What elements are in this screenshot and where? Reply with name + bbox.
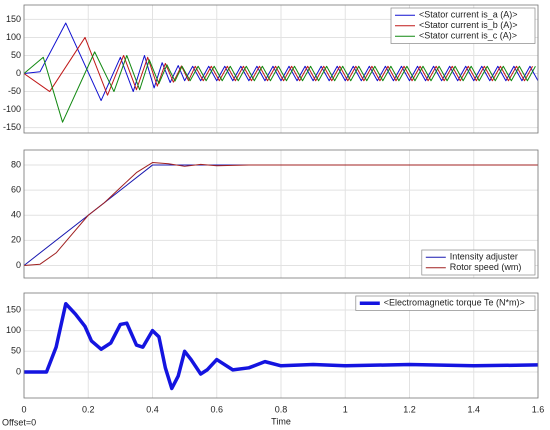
legend-label: <Stator current is_c (A)> [419, 31, 517, 41]
x-tick-label: 1 [343, 404, 348, 414]
y-tick-label: 0 [16, 68, 21, 78]
plot-frame [23, 4, 539, 134]
y-tick-label: 0 [16, 366, 21, 376]
y-tick-label: -50 [8, 86, 21, 96]
y-tick-label: 40 [11, 210, 21, 220]
x-tick-label: 0.6 [210, 404, 223, 414]
y-tick-label: 100 [6, 325, 21, 335]
x-tick-label: 1.6 [532, 404, 545, 414]
y-tick-label: 60 [11, 185, 21, 195]
legend-label: <Electromagnetic torque Te (N*m)> [384, 298, 525, 308]
y-tick-label: -100 [3, 104, 21, 114]
x-tick-label: 0 [21, 404, 26, 414]
series-line [24, 302, 538, 391]
x-tick-label: 1.2 [403, 404, 416, 414]
legend-label: Rotor speed (wm) [450, 262, 522, 272]
x-tick-label: 0.4 [146, 404, 159, 414]
x-axis-label: Time [271, 416, 291, 426]
offset-label: Offset=0 [2, 417, 36, 427]
legend-box [421, 249, 536, 276]
y-tick-label: 0 [16, 260, 21, 270]
plot-frame [23, 292, 539, 399]
x-tick-label: 0.2 [82, 404, 95, 414]
legend-label: <Stator current is_b (A)> [419, 20, 518, 30]
y-tick-label: 80 [11, 159, 21, 169]
y-tick-label: -150 [3, 122, 21, 132]
series-line [24, 36, 533, 96]
y-tick-label: 50 [11, 50, 21, 60]
y-tick-label: 150 [6, 304, 21, 314]
plot-frame [23, 149, 539, 279]
x-tick-label: 0.8 [275, 404, 288, 414]
y-tick-label: 50 [11, 346, 21, 356]
y-tick-label: 150 [6, 14, 21, 24]
series-line [24, 162, 538, 266]
legend-label: Intensity adjuster [450, 252, 518, 262]
series-line [24, 51, 536, 123]
legend-box [355, 295, 536, 311]
y-tick-label: 20 [11, 235, 21, 245]
legend-label: <Stator current is_a (A)> [419, 10, 518, 20]
x-tick-label: 1.4 [467, 404, 480, 414]
y-tick-label: 100 [6, 32, 21, 42]
series-line [24, 22, 538, 102]
